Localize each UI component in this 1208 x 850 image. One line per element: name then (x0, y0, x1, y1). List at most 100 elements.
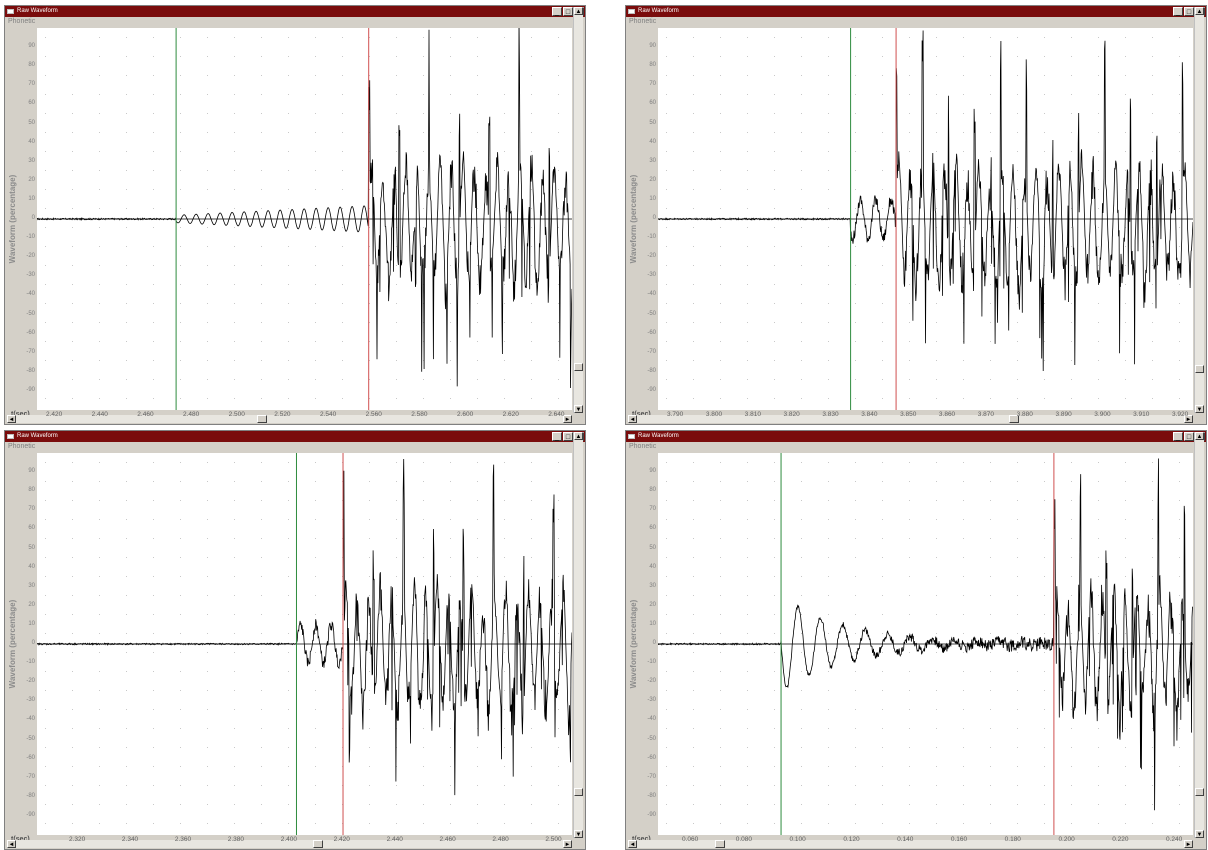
scroll-left-button[interactable]: ◄ (628, 415, 637, 423)
vertical-scroll-thumb[interactable] (574, 788, 583, 796)
scroll-down-button[interactable]: ▼ (574, 830, 583, 838)
waveform-window[interactable]: Raw Waveform _ □ × Phonetic Waveform (pe… (4, 430, 586, 850)
grid-dot (1179, 766, 1180, 767)
waveform-window[interactable]: Raw Waveform _ □ × Phonetic Waveform (pe… (4, 5, 586, 425)
phonetic-menu[interactable]: Phonetic (629, 443, 657, 450)
vertical-scrollbar[interactable]: ▲ ▼ (573, 432, 583, 838)
app-icon[interactable] (7, 434, 14, 439)
title-bar[interactable]: Raw Waveform _ □ × (626, 431, 1206, 442)
grid-dot (747, 379, 748, 380)
grid-dot (828, 170, 829, 171)
horizontal-scroll-thumb[interactable] (715, 840, 725, 848)
scroll-left-button[interactable]: ◄ (628, 840, 637, 848)
scroll-right-button[interactable]: ► (563, 415, 572, 423)
scroll-left-button[interactable]: ◄ (7, 840, 16, 848)
vertical-scrollbar[interactable]: ▲ ▼ (1194, 7, 1204, 413)
grid-dot (342, 633, 343, 634)
vertical-scroll-thumb[interactable] (574, 363, 583, 371)
y-tick-label: 20 (649, 176, 656, 183)
grid-dot (288, 671, 289, 672)
grid-dot (45, 538, 46, 539)
vertical-scrollbar[interactable]: ▲ ▼ (573, 7, 583, 413)
grid-dot (45, 785, 46, 786)
grid-dot (1098, 322, 1099, 323)
horizontal-scrollbar[interactable]: ◄ ► (7, 415, 572, 423)
scroll-up-button[interactable]: ▲ (574, 432, 583, 440)
vertical-scroll-thumb[interactable] (1195, 788, 1204, 796)
grid-dot (153, 265, 154, 266)
grid-dot (234, 151, 235, 152)
x-tick-label: 0.200 (1058, 836, 1075, 843)
grid-dot (1179, 303, 1180, 304)
maximize-button[interactable]: □ (1184, 7, 1194, 16)
grid-dot (1017, 75, 1018, 76)
title-bar[interactable]: Raw Waveform _ □ × (5, 431, 585, 442)
scroll-right-button[interactable]: ► (563, 840, 572, 848)
waveform-window[interactable]: Raw Waveform _ □ × Phonetic Waveform (pe… (625, 5, 1207, 425)
app-icon[interactable] (628, 434, 635, 439)
grid-dot (261, 709, 262, 710)
phonetic-menu[interactable]: Phonetic (629, 18, 657, 25)
scroll-up-button[interactable]: ▲ (1195, 7, 1204, 15)
grid-dot (1071, 56, 1072, 57)
waveform-plot[interactable] (658, 453, 1193, 835)
title-bar[interactable]: Raw Waveform _ □ × (5, 6, 585, 17)
horizontal-scroll-thumb[interactable] (1009, 415, 1019, 423)
grid-dot (1152, 766, 1153, 767)
waveform-canvas[interactable] (37, 453, 572, 835)
horizontal-scroll-thumb[interactable] (257, 415, 267, 423)
waveform-plot[interactable] (37, 28, 572, 410)
scroll-up-button[interactable]: ▲ (574, 7, 583, 15)
scroll-up-button[interactable]: ▲ (1195, 432, 1204, 440)
grid-dot (396, 94, 397, 95)
scroll-down-button[interactable]: ▼ (574, 405, 583, 413)
horizontal-scrollbar[interactable]: ◄ ► (628, 415, 1193, 423)
minimize-button[interactable]: _ (1173, 432, 1183, 441)
minimize-button[interactable]: _ (1173, 7, 1183, 16)
scroll-down-button[interactable]: ▼ (1195, 405, 1204, 413)
grid-dot (531, 398, 532, 399)
waveform-canvas[interactable] (658, 453, 1193, 835)
app-icon[interactable] (628, 9, 635, 14)
grid-dot (342, 94, 343, 95)
grid-dot (207, 614, 208, 615)
scroll-right-button[interactable]: ► (1184, 415, 1193, 423)
horizontal-scrollbar[interactable]: ◄ ► (7, 840, 572, 848)
grid-dot (234, 398, 235, 399)
app-icon[interactable] (7, 9, 14, 14)
x-tick-label: 3.910 (1133, 411, 1150, 418)
maximize-button[interactable]: □ (563, 432, 573, 441)
maximize-button[interactable]: □ (563, 7, 573, 16)
horizontal-scrollbar[interactable]: ◄ ► (628, 840, 1193, 848)
minimize-button[interactable]: _ (552, 7, 562, 16)
maximize-button[interactable]: □ (1184, 432, 1194, 441)
horizontal-scroll-thumb[interactable] (313, 840, 323, 848)
scroll-right-button[interactable]: ► (1184, 840, 1193, 848)
phonetic-menu[interactable]: Phonetic (8, 443, 36, 450)
grid-dot (504, 766, 505, 767)
grid-dot (666, 303, 667, 304)
scroll-down-button[interactable]: ▼ (1195, 830, 1204, 838)
phonetic-menu[interactable]: Phonetic (8, 18, 36, 25)
grid-dot (423, 671, 424, 672)
grid-dot (315, 132, 316, 133)
waveform-plot[interactable] (658, 28, 1193, 410)
title-bar[interactable]: Raw Waveform _ □ × (626, 6, 1206, 17)
vertical-scrollbar[interactable]: ▲ ▼ (1194, 432, 1204, 838)
grid-dot (531, 341, 532, 342)
grid-dot (531, 690, 532, 691)
grid-dot (531, 614, 532, 615)
vertical-scroll-thumb[interactable] (1195, 365, 1204, 373)
grid-dot (1071, 538, 1072, 539)
grid-dot (531, 379, 532, 380)
waveform-canvas[interactable] (658, 28, 1193, 410)
minimize-button[interactable]: _ (552, 432, 562, 441)
waveform-canvas[interactable] (37, 28, 572, 410)
grid-dot (720, 94, 721, 95)
grid-dot (828, 614, 829, 615)
waveform-window[interactable]: Raw Waveform _ □ × Phonetic Waveform (pe… (625, 430, 1207, 850)
waveform-plot[interactable] (37, 453, 572, 835)
scroll-left-button[interactable]: ◄ (7, 415, 16, 423)
grid-dot (720, 690, 721, 691)
grid-dot (315, 614, 316, 615)
